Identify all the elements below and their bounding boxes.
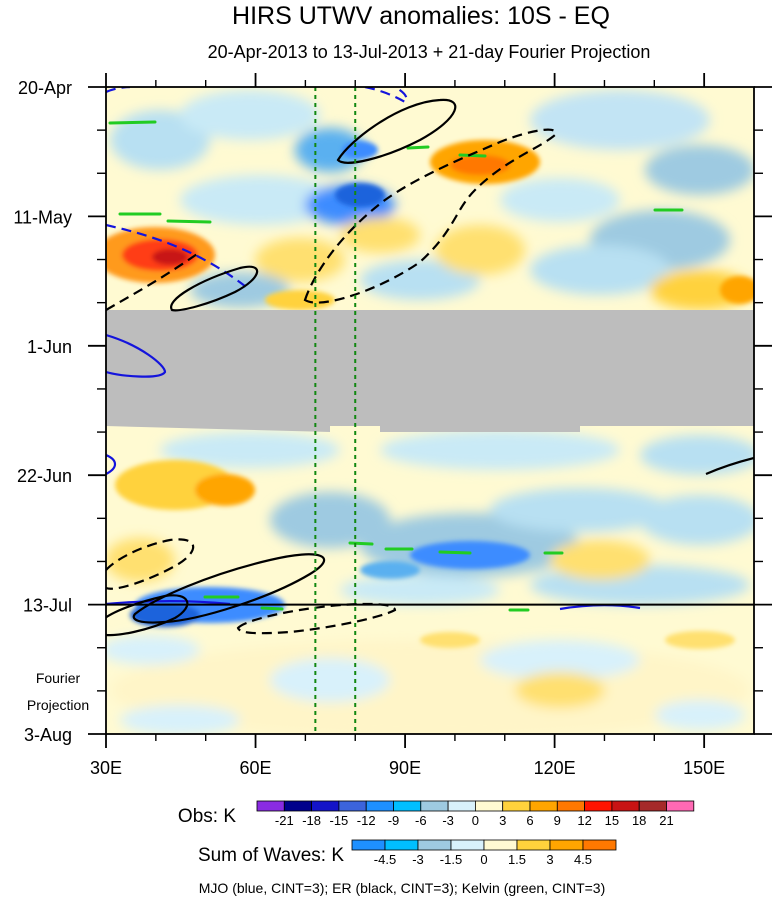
colorbar-tick-label: 3: [546, 852, 553, 867]
x-tick-label: 30E: [90, 758, 122, 778]
mjo-contour: [364, 87, 408, 104]
colorbar-swatch: [338, 800, 367, 812]
colorbar-swatch: [483, 839, 518, 851]
colorbar-tick-label: 3: [499, 813, 506, 828]
colorbar-tick-label: -4.5: [374, 852, 396, 867]
plot-area: [106, 87, 754, 734]
kelvin-contours: [108, 120, 684, 612]
er-contour-positive: [336, 98, 457, 164]
colorbar-tick-label: 12: [577, 813, 591, 828]
colorbar-swatch: [447, 800, 476, 812]
er-contour-positive: [705, 456, 754, 476]
kelvin-contour: [166, 219, 212, 224]
x-tick-label: 120E: [534, 758, 576, 778]
colorbar-swatch: [283, 800, 312, 812]
colorbar-tick-label: 9: [554, 813, 561, 828]
colorbar-tick-label: -6: [415, 813, 427, 828]
colorbar-swatch: [529, 800, 558, 812]
colorbar-swatch: [582, 839, 617, 851]
colorbar-tick-label: 15: [605, 813, 619, 828]
kelvin-contour: [348, 541, 374, 546]
kelvin-contour: [260, 606, 284, 611]
y-tick-label: 1-Jun: [27, 337, 72, 357]
er-contour-negative: [106, 251, 201, 311]
contour-legend: MJO (blue, CINT=3); ER (black, CINT=3); …: [199, 880, 606, 896]
waves-colorbar: -4.5 -3 -1.5 0 1.5 3 4.5: [351, 839, 617, 867]
colorbar-swatch: [420, 800, 449, 812]
colorbar-swatch: [516, 839, 551, 851]
mjo-contour: [106, 599, 231, 606]
colorbar-tick-label: -12: [357, 813, 376, 828]
colorbar-tick-label: -21: [275, 813, 294, 828]
mjo-contour: [106, 453, 117, 475]
colorbar-swatch: [549, 839, 584, 851]
x-tick-label: 60E: [240, 758, 272, 778]
colorbar-tick-label: -3: [442, 813, 454, 828]
colorbar-tick-label: -9: [388, 813, 400, 828]
er-contour-positive: [106, 594, 189, 637]
colorbar-swatch: [311, 800, 340, 812]
mjo-contour: [106, 333, 167, 378]
projection-label-line1: Fourier: [36, 670, 81, 686]
er-contour-negative: [106, 538, 195, 590]
y-tick-label: 11-May: [13, 207, 72, 227]
colorbar-swatch: [393, 800, 422, 812]
colorbar-tick-label: 1.5: [508, 852, 526, 867]
obs-colorbar-label: Obs: K: [178, 806, 236, 827]
kelvin-contour: [438, 550, 472, 555]
er-contour-negative: [236, 602, 397, 635]
colorbar-tick-label: -3: [412, 852, 424, 867]
mjo-contour: [106, 223, 251, 291]
y-tick-label: 22-Jun: [17, 466, 72, 486]
colorbar-swatch: [417, 839, 452, 851]
colorbar-swatch: [450, 839, 485, 851]
colorbar-swatch: [384, 839, 419, 851]
colorbar-tick-label: 4.5: [574, 852, 592, 867]
colorbar-swatch: [365, 800, 394, 812]
colorbar-tick-label: 18: [632, 813, 646, 828]
projection-label-line2: Projection: [27, 697, 89, 713]
reference-lines: [314, 87, 357, 734]
kelvin-contour: [458, 153, 487, 158]
colorbar-tick-label: -18: [302, 813, 321, 828]
kelvin-contour: [108, 120, 157, 125]
y-tick-label: 13-Jul: [23, 596, 72, 616]
waves-colorbar-label: Sum of Waves: K: [198, 845, 344, 866]
colorbar-tick-label: 0: [472, 813, 479, 828]
obs-anomaly-field: [106, 90, 754, 734]
er-contour-positive: [170, 265, 259, 312]
colorbar-swatch: [474, 800, 504, 812]
colorbar-tick-label: -1.5: [440, 852, 462, 867]
chart-subtitle: 20-Apr-2013 to 13-Jul-2013 + 21-day Four…: [208, 42, 651, 62]
x-axis: 30E 60E 90E 120E 150E: [90, 73, 725, 778]
colorbar-swatch: [666, 800, 695, 812]
colorbar-tick-label: 6: [526, 813, 533, 828]
colorbar-swatch: [351, 839, 386, 851]
x-tick-label: 90E: [389, 758, 421, 778]
plot-frame: [105, 86, 755, 735]
y-tick-label: 20-Apr: [18, 78, 72, 98]
y-axis: 20-Apr 11-May 1-Jun 22-Jun 13-Jul 3-Aug: [13, 78, 772, 745]
y-tick-label: 3-Aug: [24, 725, 72, 745]
colorbar-swatch: [556, 800, 585, 812]
colorbar-tick-label: -15: [330, 813, 349, 828]
colorbar-swatch: [502, 800, 531, 812]
chart-title: HIRS UTWV anomalies: 10S - EQ: [232, 2, 610, 30]
er-contours: [106, 98, 754, 637]
colorbar-swatch: [584, 800, 613, 812]
colorbar-swatch: [256, 800, 285, 812]
colorbar-swatch: [611, 800, 640, 812]
colorbar-swatch: [638, 800, 667, 812]
obs-colorbar: -21 -18 -15 -12 -9 -6 -3 0 3 6 9 12 15 18 21: [256, 800, 695, 828]
kelvin-contour: [406, 145, 430, 150]
x-tick-label: 150E: [683, 758, 725, 778]
colorbar-tick-label: 0: [480, 852, 487, 867]
missing-data-band: [106, 310, 754, 432]
colorbar-tick-label: 21: [659, 813, 673, 828]
